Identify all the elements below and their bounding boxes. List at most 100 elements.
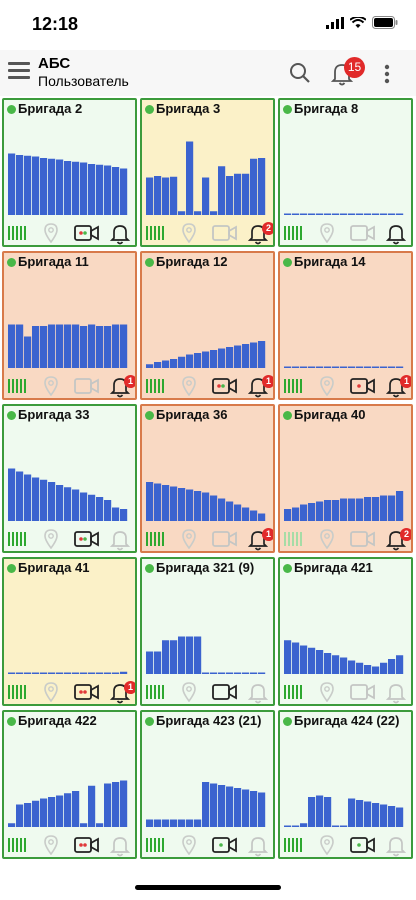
video-camera-icon[interactable] <box>212 377 238 395</box>
location-pin-icon[interactable] <box>320 376 334 396</box>
chart-bar <box>96 326 104 368</box>
video-camera-icon[interactable] <box>74 836 100 854</box>
chart-bar <box>300 366 308 368</box>
location-pin-icon[interactable] <box>320 223 334 243</box>
online-status-dot <box>145 105 154 114</box>
location-pin-icon[interactable] <box>182 835 196 855</box>
chart-bar <box>104 783 112 827</box>
chart-bar <box>218 672 226 674</box>
bell-icon[interactable] <box>248 835 268 857</box>
brigade-tile[interactable]: Бригада 11 1 <box>2 251 137 400</box>
chart-bar <box>178 356 186 368</box>
chart-bar <box>56 324 64 368</box>
chart-bar <box>48 797 56 827</box>
video-camera-icon[interactable] <box>74 683 100 701</box>
brigade-tile[interactable]: Бригада 33 <box>2 404 137 553</box>
chart-bar <box>120 324 128 368</box>
chart-bar <box>372 497 380 521</box>
video-camera-icon[interactable] <box>212 224 238 242</box>
location-pin-icon[interactable] <box>182 529 196 549</box>
video-camera-icon[interactable] <box>350 683 376 701</box>
chart-bar <box>120 671 128 674</box>
chart-bar <box>396 491 404 521</box>
tile-footer <box>280 222 411 245</box>
video-camera-icon[interactable] <box>74 224 100 242</box>
chart-bar <box>146 819 154 827</box>
chart-bar <box>32 156 40 215</box>
chart-bar <box>56 485 64 521</box>
chart-bar <box>308 366 316 368</box>
chart-bar <box>80 326 88 368</box>
brigade-tile[interactable]: Бригада 41 1 <box>2 557 137 706</box>
chart-bar <box>72 161 80 215</box>
location-pin-icon[interactable] <box>44 835 58 855</box>
video-camera-icon[interactable] <box>350 530 376 548</box>
chart-bar <box>194 636 202 674</box>
video-camera-icon[interactable] <box>74 377 100 395</box>
brigade-tile[interactable]: Бригада 424 (22) <box>278 710 413 859</box>
location-pin-icon[interactable] <box>182 376 196 396</box>
bell-icon[interactable] <box>248 682 268 704</box>
location-pin-icon[interactable] <box>44 529 58 549</box>
bell-icon[interactable] <box>110 835 130 857</box>
brigade-tile[interactable]: Бригада 12 1 <box>140 251 275 400</box>
brigade-tile[interactable]: Бригада 40 2 <box>278 404 413 553</box>
online-status-dot <box>283 105 292 114</box>
bell-icon[interactable] <box>110 529 130 551</box>
chart-bar <box>72 791 80 827</box>
chart-bar <box>8 324 16 368</box>
chart-bar <box>218 498 226 521</box>
brigade-tile[interactable]: Бригада 421 <box>278 557 413 706</box>
tile-footer <box>280 681 411 704</box>
chart-bar <box>372 666 380 674</box>
chart-bar <box>104 500 112 521</box>
location-pin-icon[interactable] <box>320 529 334 549</box>
location-pin-icon[interactable] <box>44 376 58 396</box>
bell-icon[interactable] <box>110 223 130 245</box>
chart-bar <box>64 324 72 368</box>
video-camera-icon[interactable] <box>350 836 376 854</box>
location-pin-icon[interactable] <box>320 682 334 702</box>
search-icon[interactable] <box>289 62 311 84</box>
bell-icon[interactable] <box>386 223 406 245</box>
chart-bar <box>202 672 210 674</box>
video-camera-icon[interactable] <box>74 530 100 548</box>
chart-bar <box>292 507 300 521</box>
brigade-name: Бригада 424 (22) <box>294 713 400 728</box>
chart-bar <box>348 660 356 674</box>
video-camera-icon[interactable] <box>350 224 376 242</box>
battery-level-icon <box>284 226 302 240</box>
bell-icon[interactable] <box>386 835 406 857</box>
chart-bar <box>202 782 210 827</box>
more-vertical-icon[interactable] <box>384 64 390 84</box>
chart-bar <box>356 800 364 827</box>
chart-bar <box>234 173 242 215</box>
location-pin-icon[interactable] <box>182 682 196 702</box>
brigade-tile[interactable]: Бригада 2 <box>2 98 137 247</box>
chart-bar <box>194 491 202 521</box>
telemetry-chart <box>284 366 404 368</box>
location-pin-icon[interactable] <box>182 223 196 243</box>
chart-bar <box>64 161 72 215</box>
brigade-tile[interactable]: Бригада 36 1 <box>140 404 275 553</box>
location-pin-icon[interactable] <box>320 835 334 855</box>
location-pin-icon[interactable] <box>44 223 58 243</box>
brigade-tile[interactable]: Бригада 423 (21) <box>140 710 275 859</box>
video-camera-icon[interactable] <box>212 683 238 701</box>
video-camera-icon[interactable] <box>350 377 376 395</box>
brigade-tile[interactable]: Бригада 8 <box>278 98 413 247</box>
brigade-tile[interactable]: Бригада 3 2 <box>140 98 275 247</box>
tile-footer <box>142 681 273 704</box>
video-camera-icon[interactable] <box>212 530 238 548</box>
chart-bar <box>154 176 162 215</box>
location-pin-icon[interactable] <box>44 682 58 702</box>
brigade-name: Бригада 321 (9) <box>156 560 255 575</box>
bell-icon[interactable] <box>386 682 406 704</box>
brigade-tile[interactable]: Бригада 14 1 <box>278 251 413 400</box>
brigade-tile[interactable]: Бригада 422 <box>2 710 137 859</box>
hamburger-menu-icon[interactable] <box>8 62 30 82</box>
chart-bar <box>16 324 24 368</box>
brigade-tile[interactable]: Бригада 321 (9) <box>140 557 275 706</box>
video-camera-icon[interactable] <box>212 836 238 854</box>
chart-bar <box>316 501 324 521</box>
